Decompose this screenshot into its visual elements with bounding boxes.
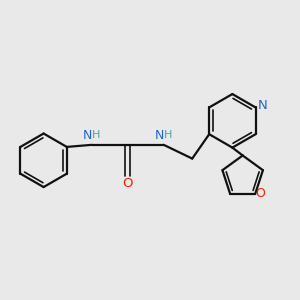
Text: N: N [154,129,164,142]
Text: H: H [92,130,100,140]
Text: H: H [164,130,172,140]
Text: N: N [258,99,268,112]
Text: N: N [82,129,92,142]
Text: O: O [122,177,133,190]
Text: O: O [255,187,265,200]
